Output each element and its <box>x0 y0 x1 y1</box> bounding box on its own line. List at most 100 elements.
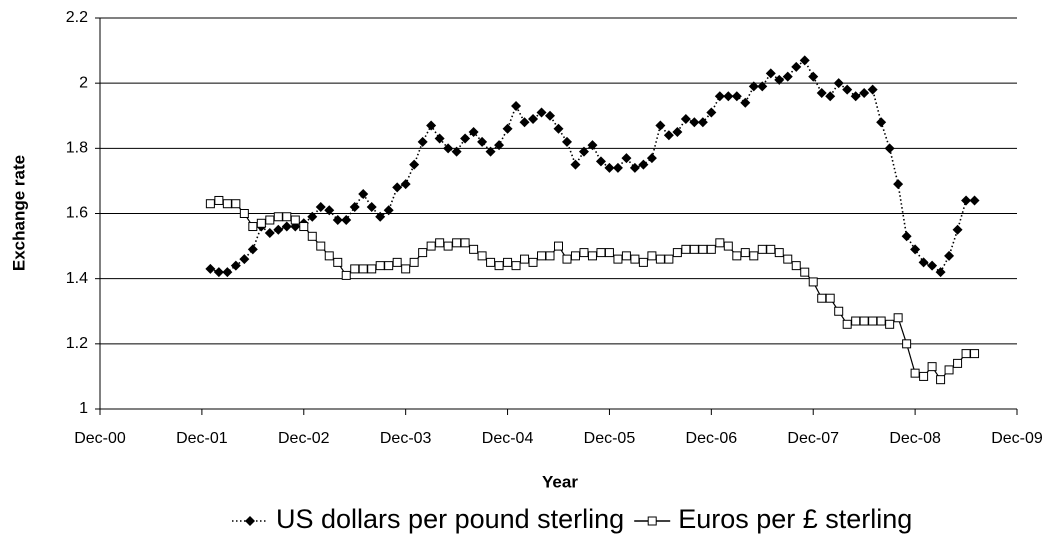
point <box>553 123 564 134</box>
point <box>816 87 827 98</box>
x-tick-label: Dec-06 <box>686 430 738 447</box>
x-tick-label: Dec-08 <box>889 430 941 447</box>
point <box>281 221 292 232</box>
point <box>392 257 402 267</box>
point <box>774 248 784 258</box>
point <box>791 261 801 271</box>
point <box>689 117 700 128</box>
point <box>604 248 614 258</box>
point <box>273 212 283 222</box>
point <box>689 244 699 254</box>
x-tick-label: Dec-05 <box>584 430 636 447</box>
point <box>927 260 938 271</box>
point <box>859 87 870 98</box>
point <box>902 339 912 349</box>
point <box>868 316 878 326</box>
point <box>655 120 666 131</box>
point <box>969 195 980 206</box>
point <box>604 162 615 173</box>
point <box>791 61 802 72</box>
point <box>375 211 386 222</box>
point <box>765 68 776 79</box>
point <box>766 244 776 254</box>
point <box>417 136 428 147</box>
point <box>706 107 717 118</box>
point <box>486 257 496 267</box>
point <box>264 228 275 239</box>
point <box>842 84 853 95</box>
y-tick-label: 1.4 <box>66 270 88 287</box>
point <box>443 241 453 251</box>
point <box>910 368 920 378</box>
point <box>282 212 292 222</box>
point <box>231 199 241 209</box>
series-line <box>210 199 975 381</box>
point <box>452 238 462 248</box>
point <box>961 349 971 359</box>
point <box>961 195 972 206</box>
point <box>910 244 921 255</box>
point <box>919 371 929 381</box>
point <box>876 117 887 128</box>
point <box>749 251 759 261</box>
point <box>706 244 716 254</box>
point <box>579 248 589 258</box>
point <box>808 71 819 82</box>
point <box>681 244 691 254</box>
point <box>621 251 631 261</box>
point <box>248 222 258 232</box>
point <box>731 91 742 102</box>
point <box>460 238 470 248</box>
point <box>850 91 861 102</box>
legend-label: Euros per £ sterling <box>678 504 912 534</box>
point <box>901 231 912 242</box>
point <box>663 130 674 141</box>
point <box>494 261 504 271</box>
point <box>893 179 904 190</box>
point <box>859 316 869 326</box>
point <box>358 188 369 199</box>
point <box>587 251 597 261</box>
point <box>621 153 632 164</box>
point <box>799 55 810 66</box>
point <box>239 209 249 218</box>
point <box>936 375 946 385</box>
point <box>349 201 360 212</box>
x-axis-label: Year <box>542 472 578 491</box>
point <box>876 316 886 326</box>
point <box>884 143 895 154</box>
point <box>528 257 538 267</box>
point <box>205 263 216 274</box>
legend-marker <box>647 516 657 526</box>
point <box>443 143 454 154</box>
point <box>519 117 530 128</box>
x-tick-label: Dec-07 <box>787 430 839 447</box>
point <box>205 199 215 209</box>
point <box>562 254 572 264</box>
point <box>596 248 606 258</box>
y-tick-label: 2.2 <box>66 9 88 26</box>
series-line <box>210 59 975 274</box>
point <box>748 81 759 92</box>
y-tick-label: 1.8 <box>66 140 88 157</box>
point <box>825 91 836 102</box>
point <box>638 159 649 170</box>
x-tick-label: Dec-00 <box>74 430 126 447</box>
point <box>867 84 878 95</box>
point <box>935 267 946 278</box>
point <box>358 264 368 274</box>
point <box>893 313 903 323</box>
point <box>409 159 420 170</box>
point <box>536 107 547 118</box>
point <box>341 270 351 280</box>
point <box>247 244 258 255</box>
point <box>350 264 360 274</box>
point <box>502 123 513 134</box>
point <box>222 199 232 209</box>
point <box>885 319 895 329</box>
point <box>392 182 403 193</box>
point <box>426 120 437 131</box>
point <box>315 201 326 212</box>
point <box>468 127 479 138</box>
point <box>715 238 725 248</box>
